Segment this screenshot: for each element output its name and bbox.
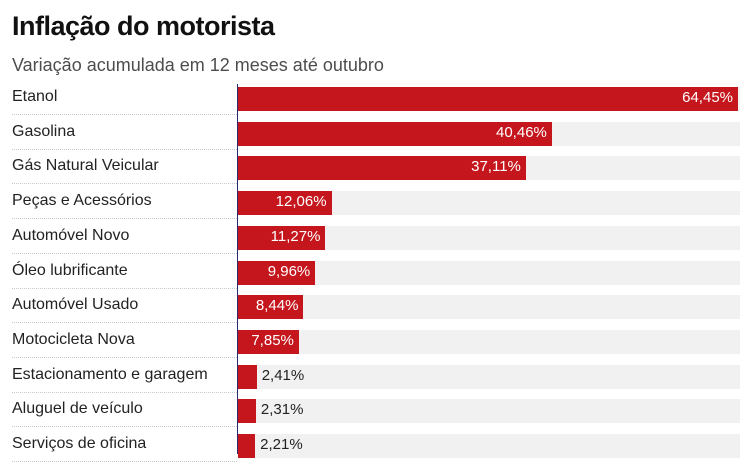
row-separator bbox=[12, 252, 237, 254]
data-label: 40,46% bbox=[496, 123, 547, 141]
bar-row: Peças e Acessórios 12,06% bbox=[0, 184, 750, 220]
bar-track bbox=[238, 329, 740, 354]
bar-row: Serviços de oficina 2,21% bbox=[0, 427, 750, 462]
bar bbox=[238, 399, 256, 424]
bar-row: Etanol 64,45% bbox=[0, 80, 750, 115]
data-label: 8,44% bbox=[255, 297, 299, 315]
category-label: Etanol bbox=[12, 88, 58, 105]
bar-track bbox=[238, 364, 740, 389]
row-separator bbox=[12, 287, 237, 289]
category-label: Automóvel Novo bbox=[12, 226, 130, 244]
bar bbox=[238, 191, 332, 216]
bar bbox=[238, 156, 526, 181]
data-label: 2,41% bbox=[261, 366, 305, 384]
bar bbox=[238, 121, 552, 146]
chart-title: Inflação do motorista bbox=[12, 11, 275, 41]
category-label: Motocicleta Nova bbox=[12, 330, 135, 348]
bar-row: Gasolina 40,46% bbox=[0, 115, 750, 150]
row-separator bbox=[12, 322, 237, 324]
bar-track bbox=[238, 295, 740, 320]
bar-track bbox=[238, 434, 740, 458]
row-separator bbox=[12, 183, 237, 185]
bar-row: Automóvel Usado 8,44% bbox=[0, 288, 750, 324]
row-separator bbox=[12, 391, 237, 393]
bar-row: Estacionamento e garagem 2,41% bbox=[0, 358, 750, 393]
row-separator bbox=[12, 356, 237, 358]
data-label: 2,21% bbox=[260, 436, 303, 453]
bar-row: Gás Natural Veicular 37,11% bbox=[0, 149, 750, 185]
bar-row: Aluguel de veículo 2,31% bbox=[0, 392, 750, 428]
bar bbox=[238, 87, 738, 111]
category-label: Peças e Acessórios bbox=[12, 192, 152, 210]
bar bbox=[238, 260, 316, 285]
bar-row: Motocicleta Nova 7,85% bbox=[0, 323, 750, 358]
value-axis-line bbox=[237, 84, 238, 454]
category-label: Gasolina bbox=[12, 122, 76, 140]
data-label: 11,27% bbox=[270, 227, 321, 245]
category-label: Óleo lubrificante bbox=[12, 261, 128, 279]
bar bbox=[238, 364, 257, 389]
data-label: 2,31% bbox=[260, 401, 304, 419]
bar-chart: Etanol 64,45% Gasolina 40,46% Gás Natural Ve… bbox=[0, 80, 750, 462]
data-label: 7,85% bbox=[251, 331, 294, 349]
bar-row: Óleo lubrificante 9,96% bbox=[0, 254, 750, 289]
category-label: Estacionamento e garagem bbox=[12, 365, 208, 383]
bar-track bbox=[238, 399, 740, 424]
data-label: 37,11% bbox=[471, 158, 521, 176]
data-label: 12,06% bbox=[275, 193, 327, 211]
bar bbox=[238, 225, 326, 250]
chart-subtitle: Variação acumulada em 12 meses até outub… bbox=[12, 55, 384, 75]
bar-track bbox=[238, 260, 740, 285]
bar bbox=[238, 329, 299, 354]
bar bbox=[238, 295, 304, 320]
bar bbox=[238, 434, 256, 458]
category-label: Serviços de oficina bbox=[12, 435, 147, 452]
bar-row: Automóvel Novo 11,27% bbox=[0, 219, 750, 254]
row-separator bbox=[12, 218, 237, 220]
row-separator bbox=[12, 426, 237, 428]
data-label: 9,96% bbox=[267, 262, 311, 280]
category-label: Aluguel de veículo bbox=[12, 400, 143, 418]
row-separator bbox=[12, 114, 237, 115]
row-separator bbox=[12, 148, 237, 150]
data-label: 64,45% bbox=[682, 89, 733, 106]
category-label: Automóvel Usado bbox=[12, 296, 139, 314]
category-label: Gás Natural Veicular bbox=[12, 157, 159, 175]
